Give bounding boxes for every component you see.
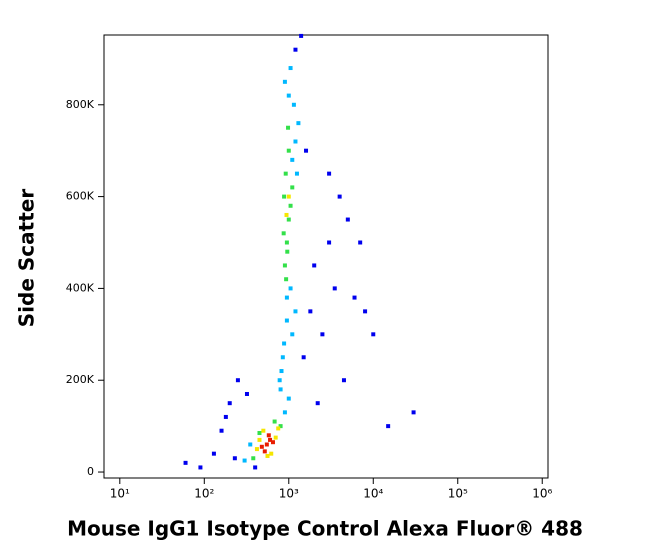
event-dot	[299, 33, 304, 38]
event-dot	[411, 410, 416, 415]
event-dot	[254, 447, 259, 452]
event-dot	[288, 66, 293, 71]
y-tick-label: 800K	[66, 98, 95, 111]
event-dot	[386, 424, 391, 429]
event-dot	[371, 332, 376, 337]
x-tick-label: 10²	[194, 487, 214, 501]
event-dot	[282, 263, 287, 268]
event-dot	[315, 401, 320, 406]
event-dot	[358, 240, 363, 245]
event-dot	[232, 456, 237, 461]
event-dot	[363, 309, 368, 314]
event-dot	[279, 369, 284, 374]
x-axis-label: Mouse IgG1 Isotype Control Alexa Fluor® …	[67, 517, 583, 541]
event-dot	[268, 437, 273, 442]
event-dot	[327, 240, 332, 245]
event-dot	[257, 437, 262, 442]
event-dot	[286, 396, 291, 401]
event-dot	[251, 456, 256, 461]
event-dot	[276, 426, 281, 431]
event-dot	[223, 414, 228, 419]
event-dot	[281, 231, 286, 236]
event-dot	[270, 440, 275, 445]
event-dot	[244, 391, 249, 396]
x-tick-label: 10⁵	[448, 487, 468, 501]
x-tick-label: 10⁶	[532, 487, 552, 501]
event-dot	[253, 465, 258, 470]
event-dot	[341, 378, 346, 383]
event-dot	[284, 240, 289, 245]
event-dot	[312, 263, 317, 268]
event-dot	[264, 442, 269, 447]
event-dot	[286, 93, 291, 98]
event-dot	[198, 465, 203, 470]
event-dot	[278, 424, 283, 429]
event-dot	[248, 442, 253, 447]
y-tick-label: 200K	[66, 373, 95, 386]
event-dot	[242, 458, 247, 463]
event-dot	[272, 419, 277, 424]
event-dot	[293, 139, 298, 144]
event-dot	[259, 444, 264, 449]
event-dot	[290, 185, 295, 190]
event-dot	[294, 171, 299, 176]
event-dot	[269, 451, 274, 456]
event-dot	[304, 148, 309, 153]
event-dot	[282, 79, 287, 84]
event-dot	[301, 355, 306, 360]
event-dot	[257, 431, 262, 436]
event-dot	[273, 435, 278, 440]
event-dot	[337, 194, 342, 199]
event-dot	[296, 121, 301, 126]
event-dot	[327, 171, 332, 176]
event-dot	[211, 451, 216, 456]
event-dot	[288, 286, 293, 291]
event-dot	[284, 277, 289, 282]
event-dot	[290, 157, 295, 162]
event-dot	[277, 378, 282, 383]
event-dot	[183, 460, 188, 465]
event-dot	[293, 309, 298, 314]
event-dot	[288, 203, 293, 208]
event-dot	[284, 212, 289, 217]
event-dot	[345, 217, 350, 222]
y-tick-label: 400K	[66, 281, 95, 294]
event-dot	[352, 295, 357, 300]
event-dot	[280, 355, 285, 360]
event-dot	[286, 194, 291, 199]
plot-frame	[103, 34, 549, 479]
event-dot	[308, 309, 313, 314]
event-dot	[286, 125, 291, 130]
x-tick-label: 10³	[279, 487, 299, 501]
event-dot	[219, 428, 224, 433]
event-dot	[284, 318, 289, 323]
event-dot	[332, 286, 337, 291]
event-dot	[286, 148, 291, 153]
event-dot	[291, 102, 296, 107]
event-dot	[282, 194, 287, 199]
event-dot	[284, 295, 289, 300]
event-dot	[266, 433, 271, 438]
event-dot	[282, 410, 287, 415]
y-axis-label: Side Scatter	[15, 189, 39, 328]
event-dot	[278, 387, 283, 392]
event-dot	[227, 401, 232, 406]
event-dot	[286, 217, 291, 222]
event-dot	[282, 341, 287, 346]
event-dot	[262, 449, 267, 454]
event-dot	[320, 332, 325, 337]
event-dot	[265, 453, 270, 458]
y-tick-label: 0	[87, 465, 94, 478]
y-tick-label: 600K	[66, 190, 95, 203]
event-dot	[290, 332, 295, 337]
event-dot	[261, 428, 266, 433]
x-tick-label: 10⁴	[363, 487, 383, 501]
event-dot	[235, 378, 240, 383]
event-dot	[293, 47, 298, 52]
event-dot	[285, 249, 290, 254]
event-dot	[283, 171, 288, 176]
x-tick-label: 10¹	[110, 487, 130, 501]
